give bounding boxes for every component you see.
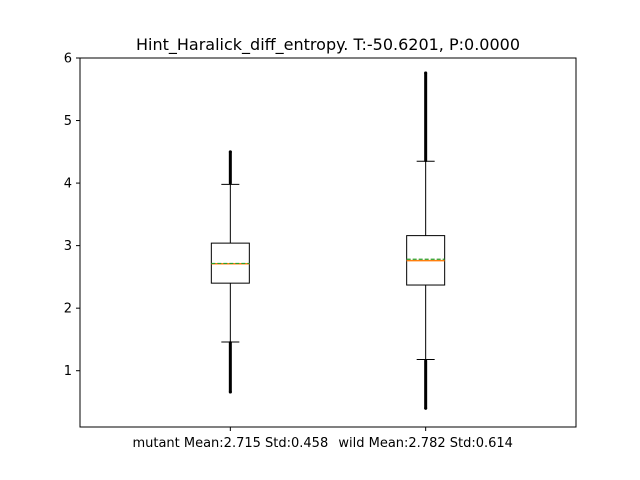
y-tick-label: 5 bbox=[64, 114, 72, 129]
box-plot-series bbox=[210, 71, 446, 410]
box-1 bbox=[406, 71, 446, 410]
y-tick-label: 1 bbox=[64, 364, 72, 379]
y-tick-label: 3 bbox=[64, 239, 72, 254]
x-axis: mutant Mean:2.715 Std:0.458 wild Mean:2.7… bbox=[132, 427, 513, 451]
box-0 bbox=[210, 150, 250, 394]
y-tick-label: 4 bbox=[64, 177, 72, 192]
min-outlier-point bbox=[228, 390, 232, 394]
x-tick-label: wild Mean:2.782 Std:0.614 bbox=[338, 436, 513, 451]
max-outlier-point bbox=[228, 150, 232, 154]
y-tick-label: 2 bbox=[64, 302, 72, 317]
max-outlier-point bbox=[424, 71, 428, 75]
plot-area-frame bbox=[79, 57, 577, 428]
x-tick-label: mutant Mean:2.715 Std:0.458 bbox=[132, 436, 328, 451]
chart-title: Hint_Haralick_diff_entropy. T:-50.6201, … bbox=[136, 35, 520, 55]
min-outlier-point bbox=[424, 406, 428, 410]
y-axis: 1 2 3 4 5 6 bbox=[64, 52, 80, 379]
y-tick-label: 6 bbox=[64, 52, 72, 67]
